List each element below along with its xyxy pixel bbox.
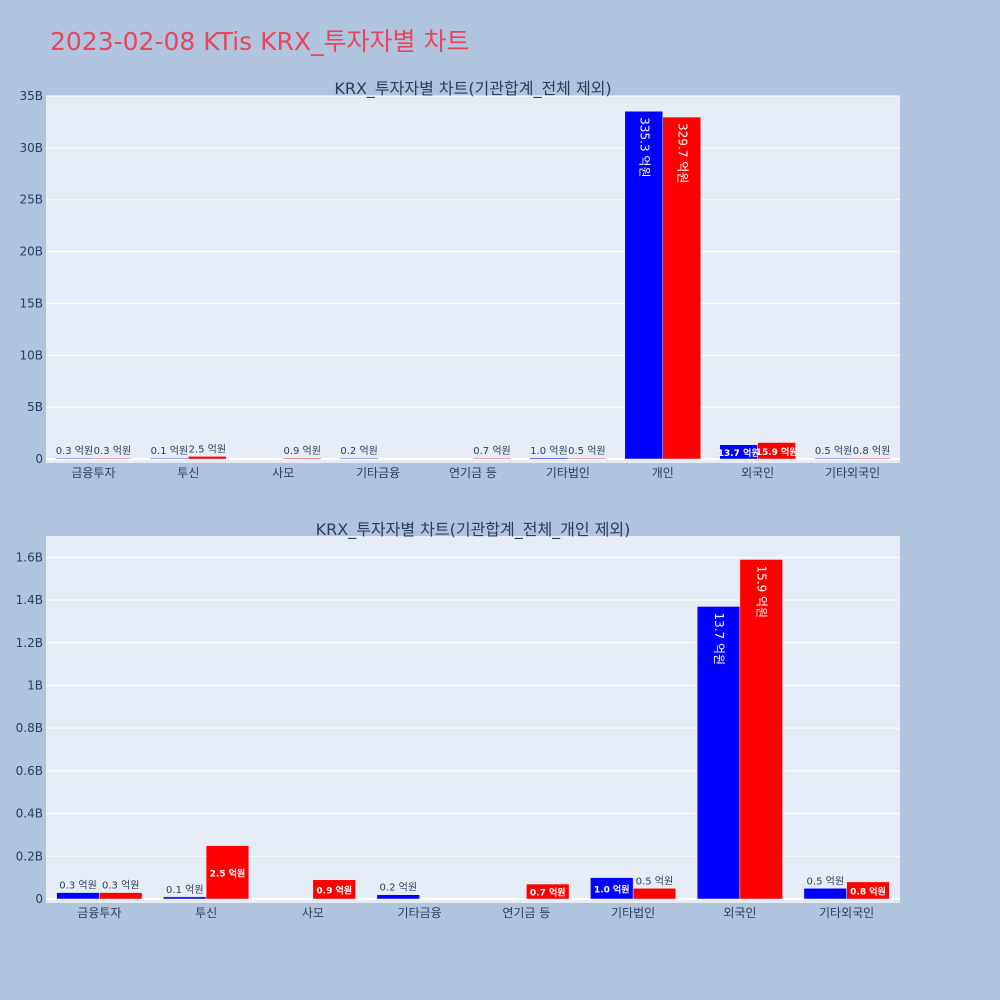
- bar-value-label: 1.0 억원: [594, 883, 630, 895]
- bar-value-label: 0.5 억원: [807, 875, 844, 887]
- bar: [188, 456, 227, 460]
- y-tick-label: 15B: [19, 296, 43, 310]
- bar-value-label: 2.5 억원: [210, 867, 246, 879]
- bar: [814, 457, 853, 460]
- x-tick-label: 기타외국인: [819, 906, 874, 920]
- x-tick-label: 사모: [272, 466, 294, 480]
- bar: [205, 845, 250, 900]
- y-tick-label: 30B: [19, 141, 43, 155]
- y-tick-label: 5B: [27, 400, 43, 414]
- x-tick-label: 기타외국인: [825, 466, 880, 480]
- bar: [526, 883, 570, 900]
- bar-value-label: 0.7 억원: [473, 445, 510, 457]
- bar: [339, 457, 379, 460]
- bar-value-label: 0.8 억원: [853, 445, 890, 457]
- bar-value-label: 0.5 억원: [568, 445, 605, 457]
- x-tick-label: 투신: [195, 906, 217, 920]
- y-tick-label: 1.6B: [16, 550, 43, 564]
- x-tick-label: 기타금융: [398, 906, 442, 920]
- chart-2: 0 0.2B 0.4B 0.6B 0.8B 1B 1.2B 1.4B 1.6B KRX_투자자별 …: [16, 520, 900, 920]
- y-tick-label: 0.4B: [16, 807, 43, 821]
- x-tick-label: 금융투자: [71, 466, 115, 480]
- x-tick-label: 개인: [652, 466, 674, 480]
- y-tick-label: 1.4B: [16, 593, 43, 607]
- bar: [846, 881, 890, 900]
- x-tick-label: 외국인: [723, 906, 756, 920]
- bar: [93, 457, 132, 460]
- bar-value-label: 0.8 억원: [850, 885, 886, 897]
- y-tick-label: 0.6B: [16, 764, 43, 778]
- bar: [803, 888, 847, 900]
- chart-title: KRX_투자자별 차트(기관합계_전체 제외): [334, 79, 611, 99]
- bar: [472, 457, 512, 460]
- bar: [632, 888, 677, 900]
- y-tick-label: 35B: [19, 89, 43, 103]
- bar-value-label: 335.3 억원: [637, 117, 651, 177]
- bar: [739, 559, 783, 900]
- x-tick-label: 기타법인: [611, 906, 655, 920]
- bar-value-label: 0.5 억원: [636, 875, 673, 887]
- bar-value-label: 0.7 억원: [530, 887, 566, 899]
- bar: [757, 442, 796, 460]
- chart-1: 0 5B 10B 15B 20B 25B 30B 35B KRX_투자자별 차트(기관합계_전체…: [19, 79, 900, 480]
- y-tick-label: 1.2B: [16, 636, 43, 650]
- bar: [852, 457, 891, 460]
- bar-value-label: 0.3 억원: [94, 445, 131, 457]
- bar-value-label: 13.7 억원: [712, 612, 726, 665]
- y-tick-label: 10B: [19, 348, 43, 362]
- bar-value-label: 0.3 억원: [59, 880, 96, 892]
- bar: [99, 892, 143, 900]
- y-tick-label: 20B: [19, 245, 43, 259]
- page-title: 2023-02-08 KTis KRX_투자자별 차트: [50, 27, 470, 56]
- bar: [662, 116, 701, 460]
- bar: [624, 110, 664, 460]
- bar-value-label: 0.9 억원: [316, 884, 352, 896]
- bar-value-label: 0.5 억원: [815, 445, 852, 457]
- y-tick-label: 0.2B: [16, 849, 43, 863]
- bar-value-label: 0.9 억원: [283, 445, 320, 457]
- bar: [56, 892, 100, 900]
- bar: [529, 457, 569, 460]
- bar-value-label: 0.1 억원: [151, 445, 188, 457]
- x-tick-label: 기타법인: [546, 466, 590, 480]
- bar-value-label: 1.0 억원: [530, 445, 567, 457]
- bar-value-label: 13.7 억원: [718, 447, 760, 459]
- x-tick-label: 투신: [177, 466, 199, 480]
- x-tick-label: 사모: [302, 906, 324, 920]
- x-tick-label: 금융투자: [77, 906, 121, 920]
- y-tick-label: 0: [35, 892, 43, 906]
- x-tick-label: 연기금 등: [502, 906, 550, 920]
- x-tick-label: 연기금 등: [449, 466, 497, 480]
- y-tick-label: 0.8B: [16, 721, 43, 735]
- bar-value-label: 15.9 억원: [756, 446, 798, 458]
- bar-value-label: 0.3 억원: [56, 445, 93, 457]
- bar-value-label: 329.7 억원: [675, 123, 689, 183]
- y-tick-label: 25B: [19, 193, 43, 207]
- bar: [376, 894, 420, 900]
- bar: [282, 457, 322, 460]
- bar-value-label: 15.9 억원: [755, 565, 769, 618]
- bar-value-label: 0.1 억원: [166, 884, 203, 896]
- chart-title: KRX_투자자별 차트(기관합계_전체_개인 제외): [316, 520, 631, 540]
- plot-area: [46, 96, 900, 463]
- bar: [567, 457, 607, 460]
- bar-value-label: 0.2 억원: [340, 445, 377, 457]
- bar: [696, 606, 741, 900]
- x-tick-label: 외국인: [741, 466, 774, 480]
- bar-value-label: 0.2 억원: [380, 882, 417, 894]
- y-tick-label: 0: [35, 452, 43, 466]
- bar: [150, 457, 189, 460]
- bar-value-label: 2.5 억원: [189, 443, 226, 455]
- bar: [312, 879, 356, 900]
- y-tick-label: 1B: [27, 678, 43, 692]
- bar: [55, 457, 94, 460]
- bar-value-label: 0.3 억원: [102, 880, 139, 892]
- x-tick-label: 기타금융: [356, 466, 400, 480]
- bar: [163, 896, 207, 900]
